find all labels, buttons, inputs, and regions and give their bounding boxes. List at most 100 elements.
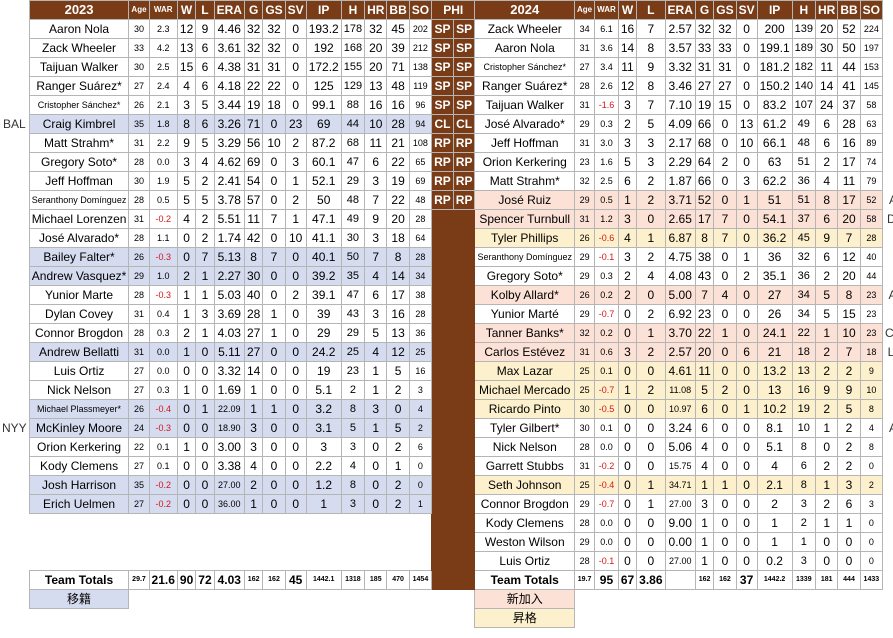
stat-war-2023: -0.3: [148, 418, 178, 438]
stat-g-2023: 28: [243, 304, 264, 324]
phi-divider: [452, 513, 476, 533]
stat-l-2024: 0: [636, 285, 666, 305]
player-name-2024: Nick Nelson: [474, 437, 576, 457]
stat-sv-2024: 0: [735, 513, 758, 533]
stat-age-2023: 31: [128, 133, 150, 153]
stat-war-2024: 0.6: [594, 342, 619, 362]
player-name-2023: Josh Harrison: [28, 475, 130, 495]
empty: [387, 514, 409, 533]
empty: [214, 514, 244, 533]
empty: [196, 533, 214, 552]
table-row: Yunior Marte 28 -0.3 1 1 5.03 40 0 2 39.1 47 6 17 38 K…: [0, 285, 893, 305]
empty: [365, 590, 387, 609]
stat-age-2024: 31: [574, 38, 596, 58]
stat-war-2024: -0.4: [594, 475, 619, 495]
stat-sv-2024: 6: [735, 342, 758, 362]
left-team-note: [0, 267, 29, 286]
stat-w-2023: 5: [176, 190, 197, 210]
player-name-2023: Jeff Hoffman: [28, 171, 130, 191]
stat-era-2023: 4.38: [213, 57, 245, 77]
stat-w-2023: 1: [176, 437, 197, 457]
stat-bb-2024: 17: [837, 152, 861, 172]
stat-bb-2024: 28: [837, 114, 861, 134]
stat-gs-2024: 0: [713, 190, 737, 210]
right-team-note: [883, 438, 893, 457]
stat-gs-2024: 31: [713, 57, 737, 77]
player-name-2024: José Alvarado*: [474, 114, 576, 134]
stat-era-2024: 11.08: [664, 380, 696, 400]
phi-divider: [431, 551, 454, 571]
stat-so-2023: 6: [408, 437, 433, 457]
total-l-2023: 72: [195, 570, 215, 590]
stat-hr-2023: 20: [364, 57, 388, 77]
stat-so-2023: 0: [408, 475, 433, 495]
stat-ip-2023: 40.1: [305, 247, 342, 267]
stat-so-2024: 0: [859, 456, 884, 476]
empty: [177, 590, 195, 609]
stat-w-2023: 1: [176, 342, 197, 362]
stat-gs-2023: 1: [262, 399, 286, 419]
right-team-note: [883, 96, 893, 115]
col-header-gs: GS: [262, 0, 286, 20]
stat-war-2024: -0.7: [594, 494, 619, 514]
empty: [129, 514, 149, 533]
stat-w-2023: 9: [176, 133, 197, 153]
legend-new: 新加入: [474, 589, 576, 609]
total-so-2023: 1454: [408, 570, 433, 590]
stat-age-2024: 28: [574, 76, 596, 96]
stat-l-2024: 8: [636, 38, 666, 58]
stat-sv-2023: 0: [284, 57, 307, 77]
stat-ip-2023: 3: [305, 437, 342, 457]
player-name-2024: Tyler Gilbert*: [474, 418, 576, 438]
stat-ip-2024: 61.2: [756, 114, 793, 134]
stat-gs-2024: 2: [713, 152, 737, 172]
right-team-note: [883, 134, 893, 153]
stat-gs-2023: 0: [262, 266, 286, 286]
stat-l-2024: 0: [636, 456, 666, 476]
total-ip-2024: 1442.2: [756, 570, 793, 590]
stat-war-2023: -0.3: [148, 247, 178, 267]
stat-l-2023: 0: [195, 437, 215, 457]
stat-bb-2024: 52: [837, 19, 861, 39]
stat-era-2024: 27.00: [664, 494, 696, 514]
stat-sv-2024: 1: [735, 190, 758, 210]
stat-so-2024: 3: [859, 494, 884, 514]
stat-sv-2024: 0: [735, 285, 758, 305]
stat-g-2023: 2: [243, 475, 264, 495]
stat-bb-2024: 0: [837, 532, 861, 552]
stat-war-2023: -0.2: [148, 475, 178, 495]
stat-gs-2023: 0: [262, 342, 286, 362]
stat-g-2024: 66: [694, 171, 715, 191]
position-2024: SP: [452, 95, 476, 115]
player-name-2024: Tyler Phillips: [474, 228, 576, 248]
stat-war-2024: 0.2: [594, 285, 619, 305]
stat-sv-2024: 0: [735, 209, 758, 229]
stat-w-2024: 0: [617, 456, 638, 476]
total-sv-2023: 45: [284, 570, 307, 590]
stat-era-2024: 5.00: [664, 285, 696, 305]
team-totals-row: Team Totals 29.7 21.6 90 72 4.03 162 162 45 1442.…: [0, 570, 893, 590]
empty: [792, 590, 815, 609]
stat-l-2024: 0: [636, 437, 666, 457]
left-team-note: BAL: [3, 117, 26, 131]
stat-h-2024: 8: [791, 475, 816, 495]
stat-l-2024: 1: [636, 494, 666, 514]
empty: [196, 552, 214, 571]
position-2023: RP: [431, 171, 454, 191]
stat-ip-2023: 193.2: [305, 19, 342, 39]
player-name-2024: Connor Brogdon: [474, 494, 576, 514]
stat-g-2023: 57: [243, 190, 264, 210]
table-row: Luis Ortiz 28 -0.1 0 0 27.00 1 0 0 0.2 3 0 0 0: [0, 551, 893, 571]
stat-sv-2024: 10: [735, 133, 758, 153]
stat-g-2023: 1: [243, 399, 264, 419]
stat-bb-2024: 20: [837, 209, 861, 229]
stat-age-2024: 28: [574, 437, 596, 457]
position-2024: SP: [452, 76, 476, 96]
right-team-note: ATL: [883, 286, 893, 305]
stat-l-2023: 0: [195, 418, 215, 438]
stat-hr-2024: 9: [814, 228, 839, 248]
stat-bb-2024: 2: [837, 456, 861, 476]
stat-ip-2023: 87.2: [305, 133, 342, 153]
stat-era-2024: 7.10: [664, 95, 696, 115]
